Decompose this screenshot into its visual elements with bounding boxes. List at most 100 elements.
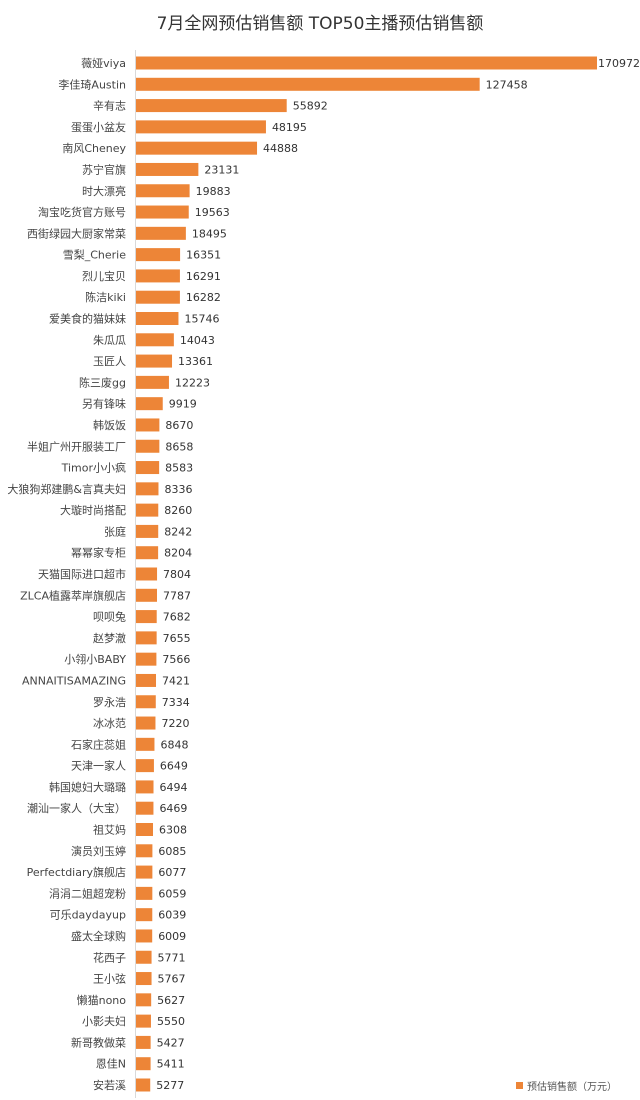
bar bbox=[136, 503, 159, 517]
bar bbox=[136, 248, 181, 262]
data-label: 7220 bbox=[161, 717, 189, 730]
bar bbox=[136, 652, 157, 666]
category-label: 可乐daydayup bbox=[50, 909, 126, 922]
category-label: 花西子 bbox=[93, 951, 126, 964]
bar bbox=[136, 716, 156, 730]
data-label: 8204 bbox=[164, 547, 192, 560]
data-label: 6469 bbox=[159, 802, 187, 815]
bar bbox=[136, 56, 597, 70]
bar bbox=[136, 375, 169, 389]
data-label: 16282 bbox=[186, 291, 221, 304]
category-label: 冰冰范 bbox=[93, 716, 126, 730]
bar bbox=[136, 631, 157, 645]
data-label: 8583 bbox=[165, 462, 193, 475]
data-label: 18495 bbox=[192, 227, 227, 240]
category-label: 苏宁官旗 bbox=[82, 162, 126, 176]
bar bbox=[136, 99, 287, 113]
category-label: 韩国媳妇大璐璐 bbox=[49, 780, 126, 794]
category-label: 天津一家人 bbox=[71, 759, 126, 773]
category-label: 辛有志 bbox=[93, 99, 126, 113]
bar bbox=[136, 397, 163, 411]
bar bbox=[136, 482, 159, 496]
bar bbox=[136, 290, 180, 304]
bar bbox=[136, 993, 152, 1007]
data-label: 7566 bbox=[162, 653, 190, 666]
data-label: 6077 bbox=[158, 866, 186, 879]
category-label: 烈儿宝贝 bbox=[82, 269, 126, 283]
category-label: 盛太全球购 bbox=[71, 929, 126, 943]
category-label: 陈洁kiki bbox=[85, 290, 126, 304]
data-label: 7421 bbox=[162, 674, 190, 687]
category-label: 朱瓜瓜 bbox=[93, 334, 126, 347]
category-label: Perfectdiary旗舰店 bbox=[27, 865, 126, 879]
data-label: 7804 bbox=[163, 568, 191, 581]
data-label: 6308 bbox=[159, 824, 187, 837]
bar bbox=[136, 205, 189, 219]
data-label: 6649 bbox=[160, 760, 188, 773]
bar bbox=[136, 1078, 151, 1092]
data-label: 44888 bbox=[263, 142, 298, 155]
data-label: 6494 bbox=[160, 781, 188, 794]
data-label: 9919 bbox=[169, 398, 197, 411]
data-label: 5627 bbox=[157, 994, 185, 1007]
bar bbox=[136, 184, 190, 198]
category-label: 张庭 bbox=[104, 524, 126, 538]
legend-swatch bbox=[516, 1082, 523, 1089]
bar bbox=[136, 1014, 151, 1028]
category-label: 涓涓二姐超宠粉 bbox=[49, 886, 126, 900]
data-label: 14043 bbox=[180, 334, 215, 347]
data-label: 7682 bbox=[163, 611, 191, 624]
bar bbox=[136, 610, 157, 624]
data-label: 7787 bbox=[163, 589, 191, 602]
data-label: 8670 bbox=[165, 419, 193, 432]
category-label: 安若溪 bbox=[93, 1078, 126, 1092]
category-label: 石家庄蕊姐 bbox=[71, 737, 126, 751]
bar bbox=[136, 759, 154, 773]
bar bbox=[136, 269, 180, 283]
data-label: 23131 bbox=[204, 163, 239, 176]
category-label: 大狼狗郑建鹏&言真夫妇 bbox=[7, 482, 126, 496]
category-label: 大璇时尚搭配 bbox=[60, 503, 126, 517]
data-label: 19563 bbox=[195, 206, 230, 219]
category-label: 爱美食的猫妹妹 bbox=[49, 312, 126, 326]
category-label: 韩饭饭 bbox=[93, 418, 126, 432]
data-label: 6848 bbox=[160, 738, 188, 751]
bar bbox=[136, 865, 153, 879]
bar bbox=[136, 354, 173, 368]
category-label: 时大漂亮 bbox=[82, 184, 126, 198]
bar bbox=[136, 801, 154, 815]
bar bbox=[136, 546, 159, 560]
category-label: 呗呗兔 bbox=[93, 610, 126, 624]
category-label: 赵梦澈 bbox=[93, 631, 126, 645]
data-label: 8658 bbox=[165, 440, 193, 453]
data-label: 15746 bbox=[184, 313, 219, 326]
bar bbox=[136, 226, 186, 240]
data-label: 170972 bbox=[598, 57, 640, 70]
data-label: 55892 bbox=[293, 100, 328, 113]
data-label: 13361 bbox=[178, 355, 213, 368]
data-label: 16351 bbox=[186, 249, 221, 262]
category-label: 小翎小BABY bbox=[64, 652, 126, 666]
category-label: Timor小小疯 bbox=[61, 461, 126, 475]
bar bbox=[136, 737, 155, 751]
category-label: 淘宝吃货官方账号 bbox=[38, 205, 126, 219]
bar bbox=[136, 524, 159, 538]
data-label: 6085 bbox=[158, 845, 186, 858]
bar bbox=[136, 929, 153, 943]
bar bbox=[136, 908, 153, 922]
data-label: 5767 bbox=[158, 973, 186, 986]
category-label: 蛋蛋小盆友 bbox=[71, 120, 126, 134]
category-label: 陈三废gg bbox=[79, 375, 126, 389]
category-label: 幂幂家专柜 bbox=[71, 546, 126, 560]
category-label: ZLCA植露萃岸旗舰店 bbox=[20, 588, 126, 602]
category-label: 半姐广州开服装工厂 bbox=[27, 439, 126, 453]
bar bbox=[136, 780, 154, 794]
category-label: 小影夫妇 bbox=[82, 1015, 126, 1028]
bar bbox=[136, 950, 152, 964]
bar bbox=[136, 972, 152, 986]
category-label: 祖艾妈 bbox=[93, 823, 126, 837]
data-label: 7655 bbox=[163, 632, 191, 645]
bar bbox=[136, 141, 258, 155]
category-label: 恩佳N bbox=[96, 1057, 126, 1071]
